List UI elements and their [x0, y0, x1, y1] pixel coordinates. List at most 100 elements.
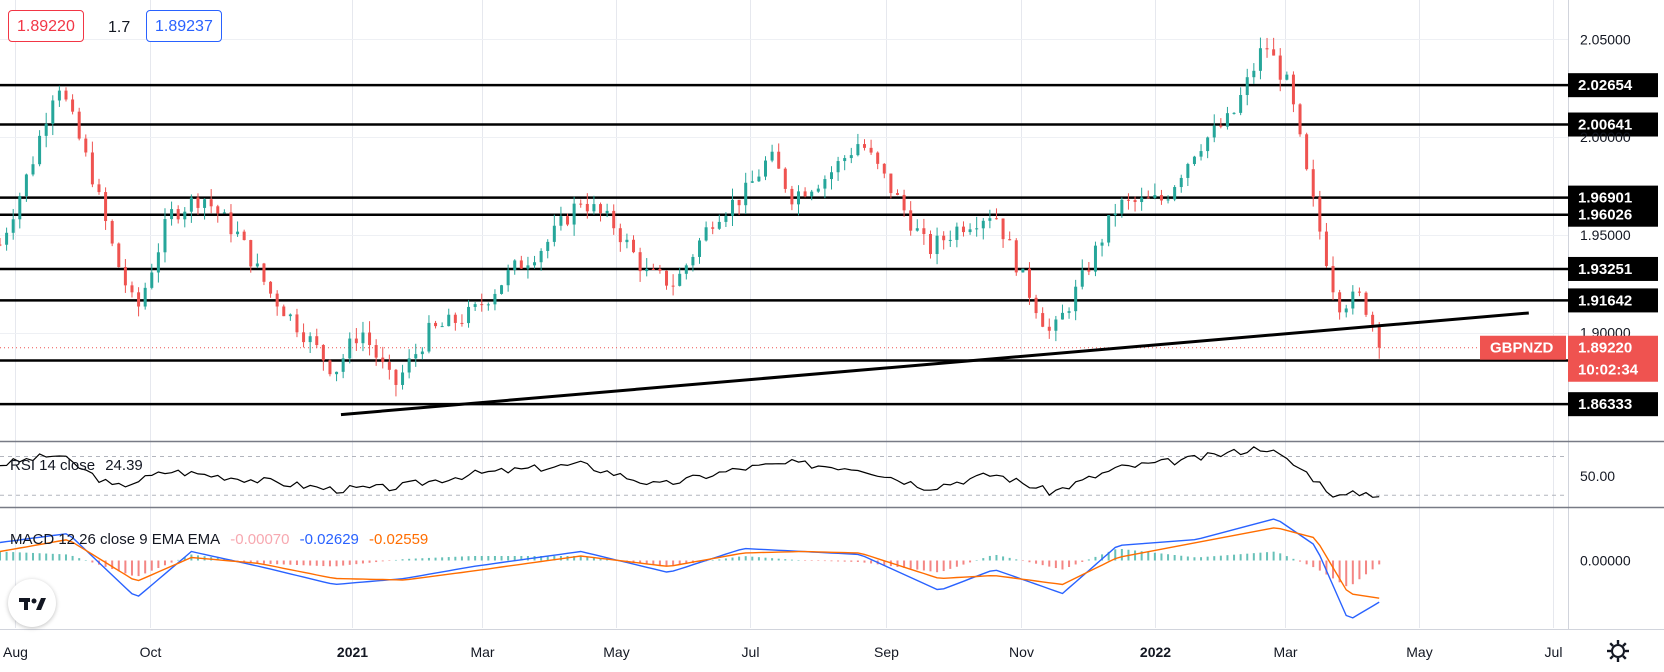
tradingview-logo[interactable]	[8, 579, 56, 627]
time-tick-label: Aug	[3, 644, 28, 660]
ask-price[interactable]: 1.89237	[146, 10, 222, 42]
candle-body	[1008, 239, 1012, 241]
settings-gear-icon[interactable]	[1604, 637, 1632, 665]
candle-body	[671, 285, 675, 287]
candle-body	[546, 241, 550, 251]
macd-histogram-bar	[903, 560, 906, 568]
candle-body	[1074, 286, 1078, 312]
macd-histogram-bar	[1160, 553, 1163, 561]
candle-body	[632, 239, 636, 253]
macd-histogram-bar	[1272, 551, 1275, 561]
rsi-title: RSI 14 close	[10, 457, 96, 474]
macd-line-value: -0.02629	[299, 531, 359, 548]
macd-histogram-bar	[1028, 560, 1031, 563]
rsi-tick-label: 50.00	[1580, 468, 1615, 484]
candle-body	[1027, 268, 1031, 298]
horizontal-levels[interactable]	[0, 83, 1568, 406]
candle-body	[579, 203, 583, 205]
rsi-line	[0, 446, 1380, 498]
candle-body	[1371, 314, 1375, 325]
candle-body	[1054, 319, 1058, 331]
macd-legend[interactable]: MACD 12 26 close 9 EMA EMA -0.00070 -0.0…	[10, 531, 434, 548]
macd-histogram-bar	[51, 553, 54, 561]
candle-body	[117, 243, 121, 268]
candle-body	[394, 369, 398, 385]
candle-body	[51, 100, 55, 124]
macd-histogram-bar	[1054, 560, 1057, 569]
candle-body	[559, 216, 563, 226]
candle-body	[163, 219, 167, 253]
macd-histogram-bar	[592, 557, 595, 561]
time-tick-label: Mar	[1273, 644, 1297, 660]
candle-body	[1278, 55, 1282, 80]
candle-body	[750, 181, 754, 183]
time-tick-label: May	[603, 644, 629, 660]
macd-histogram-bar	[856, 560, 859, 562]
macd-histogram-bar	[751, 556, 754, 561]
time-tick-label: Nov	[1009, 644, 1034, 660]
macd-histogram-bar	[1167, 554, 1170, 561]
candle-body	[942, 235, 946, 241]
macd-histogram-bar	[177, 559, 180, 561]
candle-body	[453, 314, 457, 323]
candle-body	[645, 268, 649, 272]
macd-histogram-bar	[12, 552, 15, 561]
candle-body	[1173, 187, 1177, 200]
candle-body	[77, 111, 81, 139]
time-axis[interactable]: Aug Oct 2021 Mar May Jul Sep Nov 2022 Mar May Jul	[3, 644, 1562, 660]
pane-separators[interactable]	[0, 0, 1664, 630]
candle-body	[236, 231, 240, 235]
macd-histogram-bar	[493, 556, 496, 561]
candle-body	[1120, 199, 1124, 214]
time-tick-label: 2022	[1140, 644, 1171, 660]
rsi-pane	[0, 446, 1568, 498]
macd-pane	[0, 518, 1381, 619]
candle-body	[1133, 200, 1137, 203]
candle-body	[1298, 104, 1302, 135]
macd-histogram-bar	[421, 558, 424, 561]
macd-histogram-bar	[454, 556, 457, 561]
candle-body	[150, 272, 154, 288]
candle-body	[1047, 326, 1051, 331]
candle-body	[1338, 292, 1342, 313]
candle-body	[500, 285, 504, 294]
candle-body	[341, 358, 345, 372]
macd-histogram-bar	[289, 560, 292, 565]
level-label-bg	[1568, 392, 1658, 417]
candle-body	[968, 229, 972, 233]
ask-value: 1.89237	[155, 18, 213, 35]
candle-body	[361, 332, 365, 344]
macd-histogram-bar	[31, 552, 34, 561]
candle-body	[282, 306, 286, 317]
level-label: 1.96901	[1578, 190, 1632, 207]
trendline[interactable]	[340, 311, 1529, 417]
candle-body	[519, 260, 523, 269]
candle-body	[810, 191, 814, 197]
bid-price[interactable]: 1.89220	[8, 10, 84, 42]
macd-histogram-bar	[540, 556, 543, 561]
macd-histogram-bar	[322, 560, 325, 567]
macd-histogram-bar	[335, 560, 338, 567]
macd-histogram-bar	[764, 557, 767, 561]
price-tick-label: 2.05000	[1580, 31, 1631, 47]
candle-body	[744, 182, 748, 206]
macd-histogram-bar	[1200, 557, 1203, 561]
candle-body	[143, 287, 147, 307]
macd-histogram-bar	[757, 557, 760, 561]
macd-histogram-bar	[1094, 556, 1097, 561]
macd-histogram-bar	[1378, 560, 1381, 565]
macd-histogram-bar	[408, 558, 411, 561]
candle-body	[156, 252, 160, 273]
candle-body	[387, 362, 391, 370]
candle-body	[354, 338, 358, 344]
candle-body	[381, 357, 385, 363]
macd-histogram-bar	[790, 559, 793, 561]
macd-line	[0, 518, 1380, 619]
rsi-legend[interactable]: RSI 14 close 24.39	[10, 457, 149, 474]
macd-histogram-bar	[949, 560, 952, 569]
macd-histogram-bar	[78, 558, 81, 561]
macd-histogram-bar	[1371, 560, 1374, 570]
candle-body	[665, 270, 669, 286]
